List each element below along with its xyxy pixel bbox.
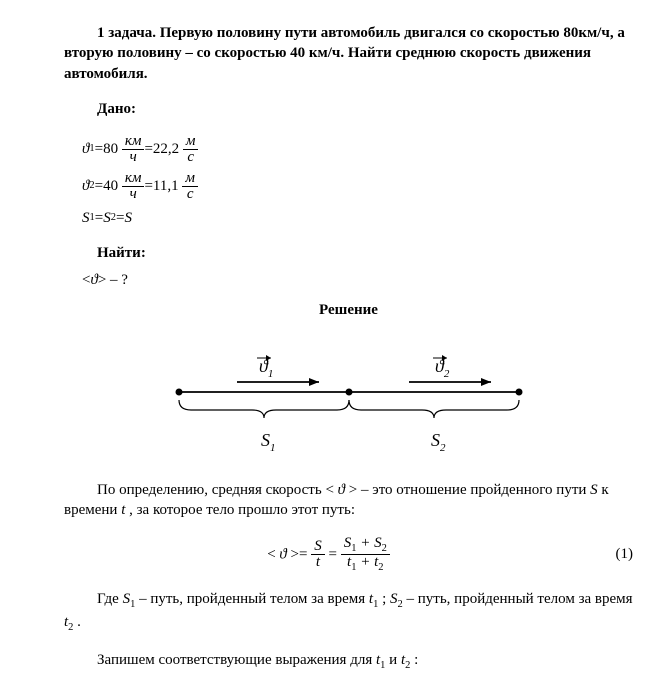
solution-p2: Где S1 – путь, пройденный телом за время… [64, 589, 633, 635]
unit-ms: м с [182, 171, 198, 202]
eq: = [144, 176, 152, 196]
v1-kmh: 80 [103, 139, 118, 159]
motion-diagram-svg: ϑ1 ϑ2 S1 S2 [159, 346, 539, 456]
unit-ms: м с [183, 134, 199, 165]
given-block: ϑ1 = 80 км ч = 22,2 м с ϑ2 = 40 км ч = [82, 134, 633, 228]
find-block: < ϑ > – ? [82, 270, 633, 290]
unit-kmh: км ч [122, 134, 145, 165]
v2-ms: 11,1 [153, 176, 179, 196]
frac-S-t: S t [311, 539, 325, 570]
naiti-label: Найти: [64, 243, 633, 263]
unit-kmh: км ч [122, 171, 145, 202]
dano-label: Дано: [64, 99, 633, 119]
eq: = [95, 176, 103, 196]
equation-1-body: < ϑ >= S t = S1 + S2 t1 + t2 [64, 536, 593, 574]
motion-diagram: ϑ1 ϑ2 S1 S2 [64, 346, 633, 456]
eq: = [95, 139, 103, 159]
solution-p3: Запишем соответствующие выражения для t1… [64, 650, 633, 673]
svg-text:ϑ1: ϑ1 [259, 356, 273, 380]
page: 1 задача. Первую половину пути автомобил… [0, 0, 657, 685]
s-constraint: S1 = S2 = S [82, 208, 633, 228]
equation-1: < ϑ >= S t = S1 + S2 t1 + t2 (1) [64, 536, 633, 574]
problem-heading: 1 задача. Первую половину пути автомобил… [64, 23, 633, 84]
equation-1-number: (1) [593, 544, 633, 564]
v1-ms: 22,2 [153, 139, 179, 159]
svg-text:ϑ2: ϑ2 [435, 356, 450, 380]
theta-sym: ϑ [82, 139, 89, 159]
solution-label: Решение [64, 300, 633, 320]
theta-sym: ϑ [82, 176, 89, 196]
frac-S1S2-t1t2: S1 + S2 t1 + t2 [341, 536, 390, 574]
svg-text:S1: S1 [261, 430, 276, 454]
v2-kmh: 40 [103, 176, 118, 196]
svg-text:S2: S2 [431, 430, 446, 454]
problem-heading-text: 1 задача. Первую половину пути автомобил… [64, 25, 625, 82]
v1-line: ϑ1 = 80 км ч = 22,2 м с [82, 134, 633, 165]
eq: = [144, 139, 152, 159]
v2-line: ϑ2 = 40 км ч = 11,1 м с [82, 171, 633, 202]
solution-p1: По определению, средняя скорость < ϑ > –… [64, 480, 633, 521]
find-line: < ϑ > – ? [82, 270, 633, 290]
